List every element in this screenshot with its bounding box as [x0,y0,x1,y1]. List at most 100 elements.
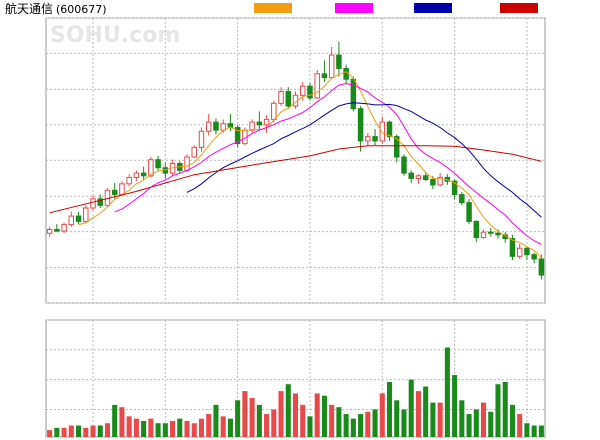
ma10-line [114,82,542,245]
volume-bar-down [408,379,414,437]
ma-legend [254,3,538,13]
volume-bar-up [119,407,125,437]
volume-bar-up [242,391,248,437]
volume-bar-up [83,427,89,437]
candle-up [299,85,306,96]
volume-bar-down [509,404,515,437]
candle-down [155,159,161,169]
legend-swatch-ma20 [414,3,452,13]
candle-down [97,198,103,206]
volume-bar-up [68,425,74,437]
candle-down [256,121,263,126]
candle-up [480,231,487,239]
candle-up [314,73,320,99]
candle-down [75,215,82,222]
candle-down [111,189,118,196]
candlesticks [46,41,545,280]
volume-bar-up [61,427,67,437]
candle-up [365,136,371,142]
candle-up [90,198,96,209]
volume-bar-down [112,404,118,437]
volume-bar-down [336,407,342,437]
candle-up [263,118,270,126]
candle-down [488,231,494,234]
candle-down [386,121,393,138]
volume-bar-down [213,404,219,437]
candle-down [422,175,429,181]
volume-bar-down [97,425,103,437]
candle-up [379,121,386,142]
volume-bar-up [184,420,190,437]
volume-bar-down [459,400,465,437]
candle-down [509,238,516,257]
volume-bar-down [452,375,458,437]
volume-bar-up [104,423,111,437]
candle-up [191,146,197,158]
candle-down [321,73,328,79]
legend-swatch-ma60 [500,3,538,13]
volume-bar-down [141,420,147,437]
volume-bar-down [227,418,233,437]
candle-up [198,130,205,148]
volume-bar-up [271,409,277,437]
candle-down [343,67,349,80]
volume-bar-up [292,393,299,437]
volume-bar-up [300,404,306,437]
legend-swatch-ma5 [254,3,292,13]
volume-bar-up [90,425,96,437]
candle-down [531,254,537,260]
volume-bar-down [531,425,537,437]
candle-up [148,159,154,177]
stock-code: (600677) [56,3,107,16]
volume-bars [47,347,544,437]
candle-down [473,220,480,239]
candle-down [336,54,342,69]
stock-name: 航天通信 [5,1,53,16]
candle-down [350,78,357,110]
volume-bar-up [365,411,371,437]
volume-bar-up [133,418,139,437]
candle-up [126,176,132,185]
volume-bar-down [488,411,494,437]
moving-averages [49,71,542,258]
volume-bar-down [423,386,429,437]
volume-bar-down [177,418,183,437]
volume-bar-down [473,409,479,437]
volume-bar-up [264,414,270,437]
candle-down [408,172,414,179]
volume-bar-down [394,400,400,437]
candle-down [234,126,241,145]
volume-bar-down [444,347,450,437]
candle-down [466,202,472,222]
candle-down [538,258,545,276]
volume-bar-down [386,381,393,437]
candle-down [451,180,458,196]
ma60-line [49,145,542,214]
candle-down [372,136,378,142]
candle-up [271,102,277,120]
candle-up [278,91,284,104]
candle-down [307,85,313,99]
volume-bar-down [372,409,378,437]
candle-up [119,183,125,196]
candle-down [54,228,60,232]
candle-down [430,179,436,186]
volume-bar-up [47,430,53,437]
candle-down [140,172,147,177]
volume-bar-up [480,402,487,437]
candle-up [205,121,212,132]
candle-down [285,91,292,107]
candle-up [220,123,226,131]
candle-up [133,172,140,178]
candle-down [401,156,407,174]
volume-bar-down [285,384,291,437]
watermark: SOHU.com [50,23,180,48]
volume-bar-up [437,402,443,437]
candle-down [357,108,364,142]
candle-up [516,247,523,257]
candle-down [459,194,465,204]
volume-bar-down [256,404,262,437]
legend-swatch-ma10 [335,3,373,13]
